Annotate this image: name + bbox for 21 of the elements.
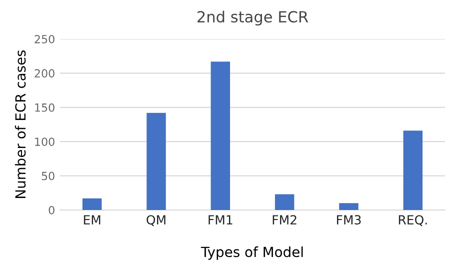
x-tick-label: EM bbox=[84, 215, 100, 224]
chart-title: 2nd stage ECR bbox=[198, 10, 308, 26]
bar bbox=[339, 203, 358, 210]
x-tick-label: FM1 bbox=[208, 215, 232, 224]
bar bbox=[403, 130, 423, 210]
y-tick-label: 100 bbox=[35, 138, 54, 146]
x-axis-title: Types of Model bbox=[200, 246, 303, 260]
x-tick-label: FM2 bbox=[272, 215, 296, 224]
bar bbox=[210, 62, 230, 210]
bar bbox=[82, 198, 102, 210]
y-tick-label: 250 bbox=[34, 34, 54, 44]
y-axis-title: Number of ECR cases bbox=[14, 50, 26, 198]
bar bbox=[274, 194, 294, 210]
y-tick-label: 200 bbox=[34, 69, 54, 78]
y-tick-label: 50 bbox=[42, 172, 54, 180]
y-tick-label: 150 bbox=[35, 103, 54, 112]
y-tick-label: 0 bbox=[48, 206, 54, 214]
bar bbox=[146, 112, 166, 210]
x-tick-label: FM3 bbox=[337, 215, 361, 225]
x-tick-label: QM bbox=[146, 215, 166, 226]
x-tick-label: REQ. bbox=[398, 215, 427, 226]
